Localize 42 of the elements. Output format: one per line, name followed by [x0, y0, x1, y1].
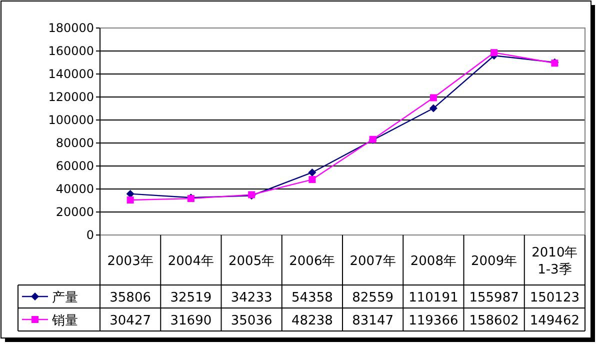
point	[308, 176, 316, 184]
y-tick-label: 60000	[56, 159, 94, 173]
data-label: 155987	[469, 290, 519, 306]
point	[126, 196, 134, 204]
y-tick-label: 40000	[56, 182, 94, 196]
data-label: 149462	[530, 314, 580, 328]
y-tick-label: 80000	[56, 136, 94, 150]
data-label: 31690	[170, 314, 212, 328]
data-label: 150123	[530, 290, 580, 306]
data-label: 83147	[352, 314, 394, 328]
x-tick-label: 2008年	[410, 254, 456, 269]
x-tick-label: 2003年	[107, 254, 154, 269]
data-label: 110191	[408, 290, 458, 306]
y-tick-label: 160000	[48, 44, 94, 58]
point	[429, 104, 438, 112]
y-tick-label: 100000	[48, 113, 94, 127]
x-tick-label: 2005年	[228, 254, 275, 269]
y-tick-label: 180000	[48, 21, 94, 35]
data-label: 35036	[230, 314, 272, 328]
data-label: 119366	[408, 314, 458, 328]
x-tick-label: 2006年	[289, 254, 336, 269]
data-label: 35806	[110, 290, 151, 306]
data-label: 82559	[352, 290, 394, 306]
x-tick-label: 2010年 1-3季	[532, 246, 578, 278]
data-label: 30427	[110, 314, 151, 328]
y-tick-label: 120000	[48, 90, 94, 104]
data-label: 34233	[230, 290, 272, 306]
legend-label: 产量	[52, 290, 78, 306]
x-tick-label: 2009年	[471, 254, 518, 269]
y-tick-label: 140000	[48, 67, 94, 81]
data-label: 32519	[170, 290, 212, 306]
y-tick-label: 0	[86, 228, 94, 242]
data-label: 48238	[292, 314, 333, 328]
x-tick-label: 2004年	[168, 254, 214, 269]
point	[308, 168, 316, 176]
data-label: 158602	[469, 314, 519, 328]
data-label: 54358	[292, 290, 333, 306]
legend-label: 销量	[51, 314, 78, 328]
y-tick-label: 20000	[56, 205, 94, 219]
point	[430, 94, 437, 102]
point	[490, 49, 498, 56]
x-tick-label: 2007年	[350, 254, 396, 269]
